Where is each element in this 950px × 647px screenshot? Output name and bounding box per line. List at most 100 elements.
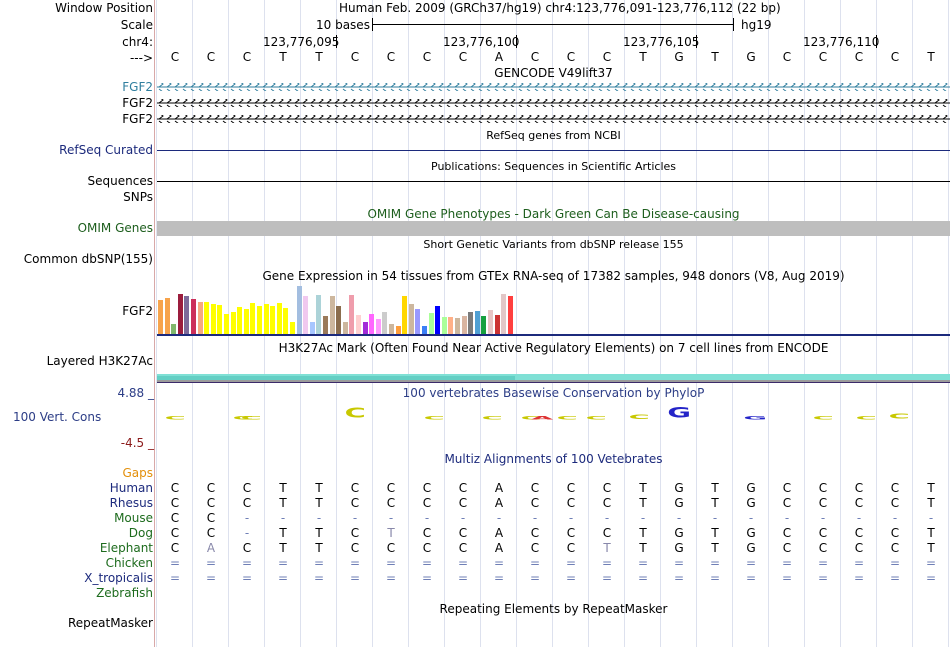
gtex-tissue-bar[interactable] xyxy=(468,312,474,334)
gtex-tissue-bar[interactable] xyxy=(303,296,309,334)
gtex-tissue-bar[interactable] xyxy=(270,306,276,334)
gencode-transcripts[interactable] xyxy=(157,80,950,128)
phylop-track-title[interactable]: 100 vertebrates Basewise Conservation by… xyxy=(402,386,705,400)
gtex-tissue-bar[interactable] xyxy=(204,302,210,334)
gtex-tissue-bar[interactable] xyxy=(501,294,507,334)
gtex-tissue-bar[interactable] xyxy=(309,322,315,334)
assembly-info[interactable]: Human Feb. 2009 (GRCh37/hg19) chr4:123,7… xyxy=(339,1,781,15)
omim-label[interactable]: OMIM Genes xyxy=(77,221,153,235)
dbsnp-track-title[interactable]: Short Genetic Variants from dbSNP releas… xyxy=(423,238,684,251)
gencode-gene-label-2[interactable]: FGF2 xyxy=(122,96,153,110)
gtex-tissue-bar[interactable] xyxy=(382,312,388,334)
omim-track-title[interactable]: OMIM Gene Phenotypes - Dark Green Can Be… xyxy=(367,207,740,221)
phylop-label[interactable]: 100 Vert. Cons xyxy=(13,410,102,424)
publications-track-title[interactable]: Publications: Sequences in Scientific Ar… xyxy=(431,160,676,173)
refseq-track-title[interactable]: RefSeq genes from NCBI xyxy=(486,129,621,142)
gtex-tissue-bar[interactable] xyxy=(171,324,177,334)
gtex-tissue-bar[interactable] xyxy=(191,299,196,334)
repeatmasker-label[interactable]: RepeatMasker xyxy=(67,616,153,630)
gaps-label[interactable]: Gaps xyxy=(122,466,153,480)
refseq-line[interactable] xyxy=(157,150,950,151)
gtex-tissue-bar[interactable] xyxy=(224,314,229,334)
reference-base: T xyxy=(639,50,647,64)
h3k27ac-label[interactable]: Layered H3K27Ac xyxy=(46,354,153,368)
gtex-tissue-bar[interactable] xyxy=(237,307,243,334)
gencode-gene-label-1[interactable]: FGF2 xyxy=(122,80,153,94)
gtex-tissue-bar[interactable] xyxy=(290,322,295,334)
gtex-tissue-bar[interactable] xyxy=(362,322,368,334)
gtex-tissue-bar[interactable] xyxy=(323,316,328,334)
alignment-base: G xyxy=(674,526,684,540)
gtex-tissue-bar[interactable] xyxy=(395,326,401,334)
gtex-tissue-bar[interactable] xyxy=(276,303,282,334)
gtex-tissue-bar[interactable] xyxy=(329,296,335,334)
gtex-tissue-bar[interactable] xyxy=(375,319,381,334)
gtex-tissue-bar[interactable] xyxy=(415,309,421,334)
repeatmasker-track-title[interactable]: Repeating Elements by RepeatMasker xyxy=(439,602,668,616)
gtex-tissue-bar[interactable] xyxy=(441,317,447,334)
publications-line[interactable] xyxy=(157,181,950,182)
gtex-track-title[interactable]: Gene Expression in 54 tissues from GTEx … xyxy=(262,269,845,283)
gencode-transcript-2[interactable] xyxy=(157,99,950,107)
gtex-tissue-bar[interactable] xyxy=(435,306,441,334)
species-label-elephant[interactable]: Elephant xyxy=(99,541,153,555)
gencode-track-title[interactable]: GENCODE V49lift37 xyxy=(494,66,613,80)
gtex-tissue-bar[interactable] xyxy=(408,304,414,334)
gtex-tissue-bar[interactable] xyxy=(250,303,256,334)
species-label-dog[interactable]: Dog xyxy=(128,526,153,540)
gtex-bar-chart[interactable] xyxy=(158,284,538,334)
gtex-tissue-bar[interactable] xyxy=(230,312,236,334)
gtex-tissue-bar[interactable] xyxy=(316,295,322,334)
gtex-tissue-bar[interactable] xyxy=(461,316,467,334)
gtex-tissue-bar[interactable] xyxy=(402,296,408,334)
gtex-tissue-bar[interactable] xyxy=(184,296,190,334)
gtex-tissue-bar[interactable] xyxy=(243,309,249,334)
gtex-tissue-bar[interactable] xyxy=(455,318,460,334)
gtex-tissue-bar[interactable] xyxy=(336,306,342,334)
gencode-transcript-1[interactable] xyxy=(157,83,950,91)
gtex-tissue-bar[interactable] xyxy=(481,316,487,334)
gtex-tissue-bar[interactable] xyxy=(389,324,394,334)
gencode-gene-label-3[interactable]: FGF2 xyxy=(122,112,153,126)
refseq-label[interactable]: RefSeq Curated xyxy=(59,143,153,157)
snps-label[interactable]: SNPs xyxy=(123,190,153,204)
gtex-tissue-bar[interactable] xyxy=(217,305,223,334)
multiz-track-title[interactable]: Multiz Alignments of 100 Vetebrates xyxy=(444,452,663,466)
gtex-tissue-bar[interactable] xyxy=(428,313,434,334)
h3k27ac-signal[interactable] xyxy=(157,374,950,380)
gtex-tissue-bar[interactable] xyxy=(210,304,216,334)
gtex-tissue-bar[interactable] xyxy=(263,304,269,334)
gtex-tissue-bar[interactable] xyxy=(342,322,348,334)
gtex-tissue-bar[interactable] xyxy=(448,317,454,334)
gtex-tissue-bar[interactable] xyxy=(369,314,375,334)
gtex-tissue-bar[interactable] xyxy=(494,315,500,334)
gtex-tissue-bar[interactable] xyxy=(422,326,427,334)
dbsnp-label[interactable]: Common dbSNP(155) xyxy=(23,252,153,266)
gtex-tissue-bar[interactable] xyxy=(474,311,480,334)
species-label-x_tropicalis[interactable]: X_tropicalis xyxy=(84,571,153,585)
gencode-transcript-3[interactable] xyxy=(157,115,950,123)
gtex-tissue-bar[interactable] xyxy=(296,286,302,334)
species-label-zebrafish[interactable]: Zebrafish xyxy=(96,586,153,600)
species-label-mouse[interactable]: Mouse xyxy=(114,511,153,525)
gtex-tissue-bar[interactable] xyxy=(164,298,170,334)
gtex-tissue-bar[interactable] xyxy=(488,310,493,334)
gtex-tissue-bar[interactable] xyxy=(349,295,355,334)
gtex-tissue-bar[interactable] xyxy=(257,306,262,334)
species-label-human[interactable]: Human xyxy=(109,481,153,495)
alignment-base: C xyxy=(854,526,864,540)
gtex-gene-label[interactable]: FGF2 xyxy=(122,304,153,318)
gtex-tissue-bar[interactable] xyxy=(158,300,163,334)
species-label-rhesus[interactable]: Rhesus xyxy=(109,496,153,510)
h3k27ac-track-title[interactable]: H3K27Ac Mark (Often Found Near Active Re… xyxy=(278,341,829,355)
alignment-base: C xyxy=(458,526,468,540)
gtex-tissue-bar[interactable] xyxy=(356,315,361,334)
omim-bar[interactable] xyxy=(157,221,950,236)
species-label-chicken[interactable]: Chicken xyxy=(105,556,153,570)
sequences-label[interactable]: Sequences xyxy=(87,174,153,188)
gtex-tissue-bar[interactable] xyxy=(197,302,203,334)
gtex-tissue-bar[interactable] xyxy=(177,294,183,334)
gtex-tissue-bar[interactable] xyxy=(507,296,513,334)
gtex-tissue-bar[interactable] xyxy=(283,308,289,334)
